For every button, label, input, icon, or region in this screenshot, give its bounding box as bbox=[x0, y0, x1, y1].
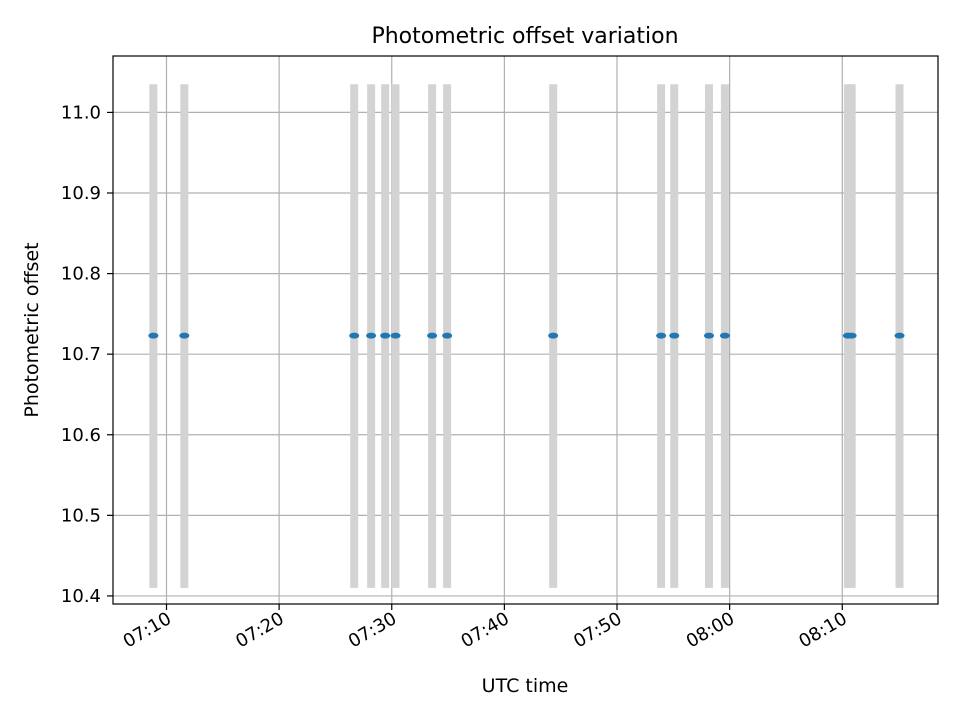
x-tick-label: 07:30 bbox=[345, 608, 400, 652]
grid-lines bbox=[113, 56, 938, 604]
data-point bbox=[894, 332, 905, 339]
x-axis-label: UTC time bbox=[482, 675, 569, 697]
x-axis-ticks: 07:10 07:20 07:30 07:40 07:50 08:00 08:10 bbox=[120, 604, 851, 652]
data-point bbox=[548, 332, 559, 339]
y-tick-label: 10.6 bbox=[61, 425, 101, 446]
data-point bbox=[846, 332, 857, 339]
data-point bbox=[442, 332, 453, 339]
plot-background bbox=[113, 56, 938, 604]
data-point bbox=[148, 332, 159, 339]
data-point bbox=[427, 332, 438, 339]
y-axis-label: Photometric offset bbox=[21, 242, 43, 417]
x-tick-label: 07:50 bbox=[570, 608, 625, 652]
x-tick-label: 08:00 bbox=[683, 608, 738, 652]
x-tick-label: 07:20 bbox=[232, 608, 287, 652]
y-tick-label: 10.7 bbox=[61, 344, 101, 365]
y-tick-label: 10.9 bbox=[61, 183, 101, 204]
plot-frame bbox=[112, 55, 939, 605]
y-tick-label: 11.0 bbox=[61, 102, 101, 123]
x-tick-label: 07:40 bbox=[457, 608, 512, 652]
x-tick-label: 07:10 bbox=[120, 608, 175, 652]
y-tick-label: 10.8 bbox=[61, 264, 101, 285]
data-point bbox=[349, 332, 360, 339]
data-point bbox=[703, 332, 714, 339]
data-point bbox=[656, 332, 667, 339]
chart-title: Photometric offset variation bbox=[371, 24, 678, 49]
data-point bbox=[366, 332, 377, 339]
y-tick-label: 10.5 bbox=[61, 505, 101, 526]
data-point bbox=[390, 332, 401, 339]
y-axis-ticks: 10.4 10.5 10.6 10.7 10.8 10.9 11.0 bbox=[61, 102, 113, 607]
data-point bbox=[380, 332, 391, 339]
data-points bbox=[148, 332, 905, 339]
data-point bbox=[179, 332, 190, 339]
data-point bbox=[719, 332, 730, 339]
data-point bbox=[669, 332, 680, 339]
y-tick-label: 10.4 bbox=[61, 586, 101, 607]
x-tick-label: 08:10 bbox=[795, 608, 850, 652]
